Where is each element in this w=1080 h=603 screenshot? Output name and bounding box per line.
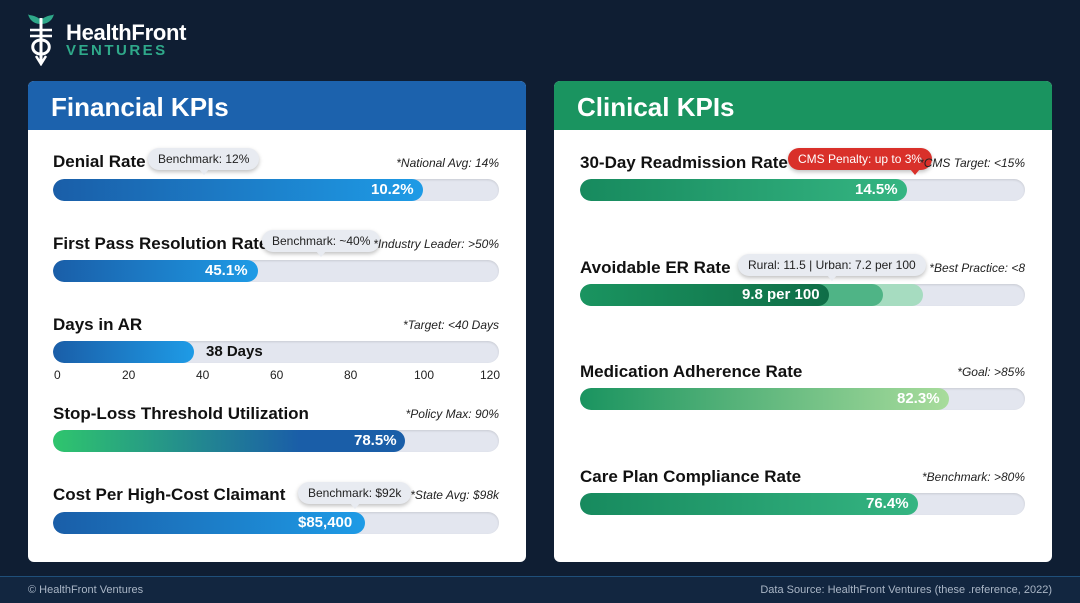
care-plan-fill (580, 493, 919, 515)
stoploss-note: *Policy Max: 90% (405, 407, 499, 421)
footer: © HealthFront Ventures Data Source: Heal… (0, 576, 1080, 603)
med-adherence-note: *Goal: >85% (957, 365, 1025, 379)
care-plan-note: *Benchmark: >80% (921, 470, 1025, 484)
cost-label: Cost Per High-Cost Claimant (53, 485, 286, 504)
readmission-bar: 14.5% (580, 179, 1025, 201)
axis-tick: 40 (196, 368, 210, 382)
fpr-label: First Pass Resolution Rate (53, 234, 269, 253)
stoploss-value: 78.5% (354, 432, 397, 449)
care-plan-label: Care Plan Compliance Rate (580, 467, 802, 486)
axis-tick: 60 (270, 368, 284, 382)
er-rural-urban-tooltip: Rural: 11.5 | Urban: 7.2 per 100 (738, 254, 926, 281)
denial-rate-bar: 10.2% (53, 179, 499, 201)
axis-tick: 80 (344, 368, 358, 382)
days-ar-value: 38 Days (206, 343, 263, 360)
stoploss-fill (53, 430, 406, 452)
readmission-value: 14.5% (855, 181, 898, 198)
stoploss-bar: 78.5% (53, 430, 499, 452)
er-rate-label: Avoidable ER Rate (580, 258, 731, 277)
fpr-benchmark-tooltip: Benchmark: ~40% (262, 230, 381, 257)
readmission-note: *CMS Target: <15% (919, 156, 1025, 170)
er-rate-bar: 9.8 per 100 (580, 284, 1025, 306)
days-ar-fill (53, 341, 195, 363)
copyright: © HealthFront Ventures (28, 584, 144, 596)
readmission-fill (580, 179, 908, 201)
cost-bar: $85,400 (53, 512, 499, 534)
cost-benchmark-tooltip: Benchmark: $92k (298, 482, 412, 509)
axis-tick: 100 (414, 368, 435, 382)
financial-panel: Financial KPIs (28, 81, 526, 562)
cost-fill (53, 512, 366, 534)
clinical-title: Clinical KPIs (554, 81, 1052, 130)
fpr-fill (53, 260, 259, 282)
cost-value: $85,400 (298, 514, 353, 531)
cost-note: *State Avg: $98k (410, 488, 499, 502)
med-adherence-bar: 82.3% (580, 388, 1025, 410)
brand-name: HealthFront (66, 20, 187, 45)
med-adherence-label: Medication Adherence Rate (580, 362, 803, 381)
care-plan-value: 76.4% (866, 495, 909, 512)
axis-tick: 20 (122, 368, 136, 382)
fpr-bar: 45.1% (53, 260, 499, 282)
er-rate-fill (580, 284, 830, 306)
financial-title: Financial KPIs (28, 81, 526, 130)
er-rate-value: 9.8 per 100 (742, 286, 820, 303)
logo-icon (28, 14, 54, 66)
stoploss-label: Stop-Loss Threshold Utilization (53, 404, 309, 423)
data-source: Data Source: HealthFront Ventures (these… (760, 584, 1052, 596)
fpr-value: 45.1% (205, 262, 248, 279)
axis-tick: 0 (54, 368, 61, 382)
denial-benchmark-tooltip: Benchmark: 12% (148, 148, 260, 175)
days-ar-note: *Target: <40 Days (403, 318, 499, 332)
med-adherence-value: 82.3% (897, 390, 940, 407)
denial-rate-fill (53, 179, 424, 201)
fpr-note: *Industry Leader: >50% (373, 237, 499, 251)
cms-penalty-tooltip: CMS Penalty: up to 3% (788, 148, 933, 175)
denial-rate-value: 10.2% (371, 181, 414, 198)
denial-note: *National Avg: 14% (396, 156, 499, 170)
axis-tick: 120 (480, 368, 501, 382)
days-ar-bar: 38 Days (53, 341, 499, 363)
denial-rate-label: Denial Rate (53, 152, 146, 171)
days-ar-label: Days in AR (53, 315, 143, 334)
med-adherence-fill (580, 388, 950, 410)
readmission-label: 30-Day Readmission Rate (580, 153, 788, 172)
care-plan-bar: 76.4% (580, 493, 1025, 515)
brand-sub: VENTURES (66, 42, 168, 59)
er-rate-note: *Best Practice: <8 (929, 261, 1025, 275)
